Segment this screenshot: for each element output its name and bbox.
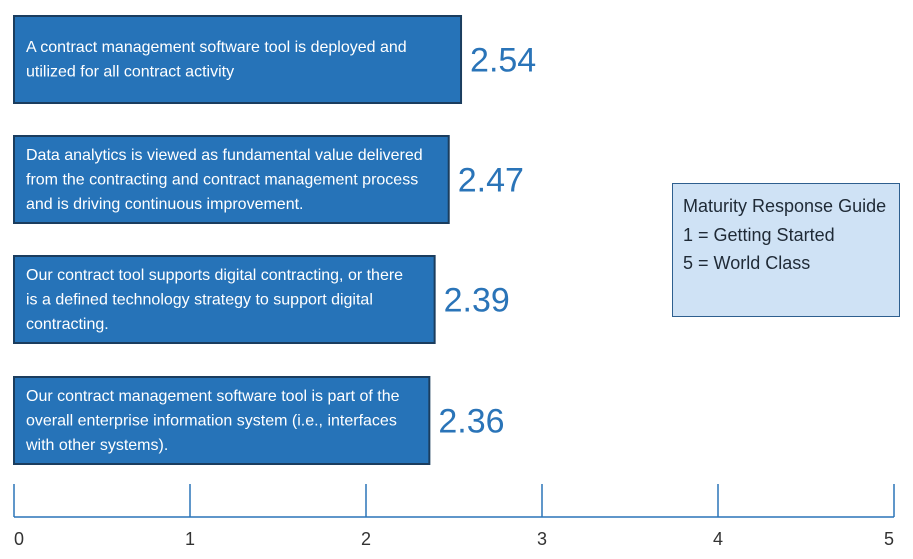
bar-value-label: 2.36 [438, 403, 504, 441]
bar-category-label-line: contracting. [26, 316, 109, 333]
bar-category-label: Our contract management software tool is… [25, 388, 400, 454]
bar-value-label: 2.47 [458, 162, 524, 200]
bar-category-label: A contract management software tool is d… [26, 39, 407, 81]
bar-category-label-line: Our contract tool supports digital contr… [26, 267, 403, 284]
x-tick-label: 3 [537, 529, 547, 549]
x-tick-label: 0 [14, 529, 24, 549]
bar-group: A contract management software tool is d… [13, 15, 536, 104]
bar-group: Our contract tool supports digital contr… [13, 255, 510, 344]
bar-category-label-line: is a defined technology strategy to supp… [26, 291, 373, 308]
bar-category-label-line: overall enterprise information system (i… [26, 412, 397, 429]
bar-category-label-line: from the contracting and contract manage… [26, 171, 418, 188]
bar-group: Our contract management software tool is… [13, 376, 505, 465]
bar-category-label-line: A contract management software tool is d… [26, 39, 407, 56]
bar-category-label-line: Our contract management software tool is… [26, 388, 400, 405]
x-tick-label: 1 [185, 529, 195, 549]
maturity-legend: Maturity Response Guide 1 = Getting Star… [672, 183, 900, 317]
bar [13, 255, 436, 344]
bar [13, 376, 431, 465]
bar [13, 15, 463, 104]
x-axis: 0 1 2 3 4 5 [13, 484, 895, 549]
bar-category-label: Our contract tool supports digital contr… [26, 267, 403, 333]
bar-value-label: 2.54 [470, 42, 536, 80]
legend-title: Maturity Response Guide [683, 196, 887, 216]
bar-category-label-line: Data analytics is viewed as fundamental … [26, 147, 423, 164]
bar-category-label-line: utilized for all contract activity [26, 64, 234, 81]
bar [13, 135, 450, 224]
bars-layer: A contract management software tool is d… [13, 15, 536, 465]
x-tick-label: 5 [884, 529, 894, 549]
bar-category-label: Data analytics is viewed as fundamental … [26, 147, 423, 213]
x-tick-label: 4 [713, 529, 723, 549]
legend-line-world-class: 5 = World Class [683, 253, 811, 273]
bar-category-label-line: with other systems). [25, 437, 168, 454]
x-tick-label: 2 [361, 529, 371, 549]
bar-group: Data analytics is viewed as fundamental … [13, 135, 524, 224]
legend-line-getting-started: 1 = Getting Started [683, 225, 835, 245]
bar-category-label-line: and is driving continuous improvement. [26, 196, 303, 213]
bar-value-label: 2.39 [444, 282, 510, 320]
